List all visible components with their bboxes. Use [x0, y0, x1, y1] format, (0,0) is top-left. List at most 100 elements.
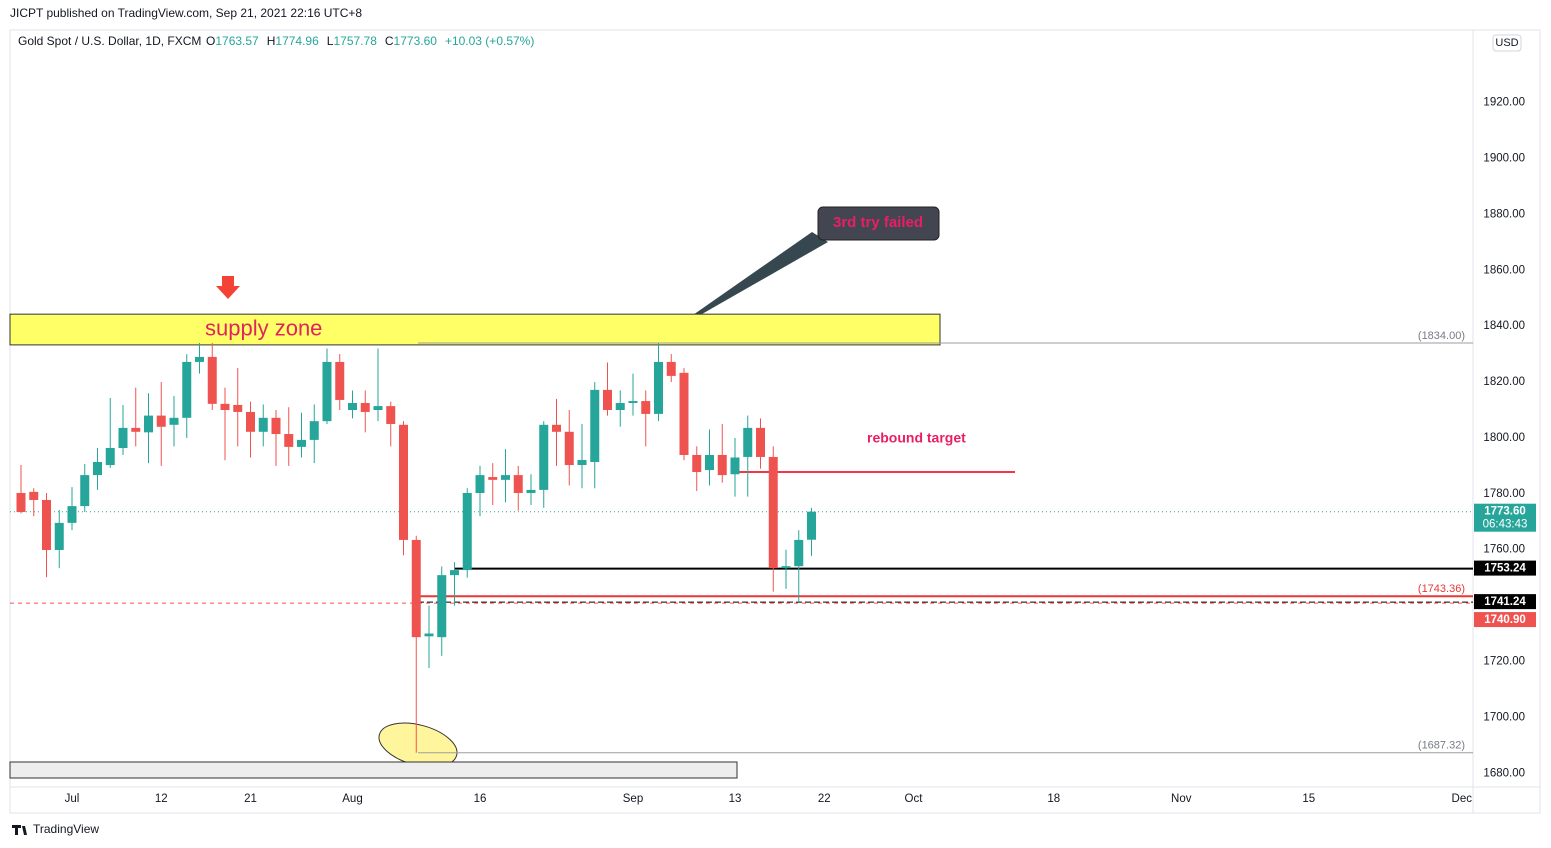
candle-body: [284, 434, 294, 447]
candle-body: [220, 403, 230, 410]
symbol: Gold Spot / U.S. Dollar, 1D, FXCM: [18, 34, 201, 48]
candle-body: [756, 427, 765, 457]
publisher: JICPT published on TradingView.com, Sep …: [10, 6, 362, 20]
rebound-text: rebound target: [867, 430, 966, 446]
candle-body: [156, 415, 166, 427]
y-tick-label: 1720.00: [1483, 656, 1525, 668]
candle-body: [590, 389, 600, 462]
candle-body: [552, 424, 561, 432]
candle-body: [29, 491, 39, 500]
y-tick-label: 1880.00: [1483, 208, 1525, 220]
x-tick-label: 13: [729, 793, 742, 805]
candle-body: [437, 575, 447, 638]
x-tick-label: 12: [155, 793, 168, 805]
x-tick-label: 18: [1047, 793, 1060, 805]
candle-body: [450, 570, 459, 576]
y-tick-label: 1680.00: [1483, 767, 1525, 779]
x-tick-label: Aug: [342, 793, 362, 805]
candle-body: [271, 417, 281, 435]
y-tick-label: 1860.00: [1483, 264, 1525, 276]
y-tick-label: 1780.00: [1483, 488, 1525, 500]
y-tick-label: 1820.00: [1483, 376, 1525, 388]
y-tick-label: 1700.00: [1483, 711, 1525, 723]
x-tick-label: 16: [474, 793, 487, 805]
y-tick-label: 1800.00: [1483, 432, 1525, 444]
price-label-box: [1474, 560, 1536, 576]
currency: USD: [1495, 37, 1518, 49]
ohlc: O1763.57 H1774.96 L1757.78 C1773.60 +10.03 (…: [206, 34, 534, 48]
candle-body: [513, 475, 523, 493]
candle-body: [411, 539, 421, 638]
ohlc-value: 1763.57: [215, 34, 259, 48]
candle-body: [67, 506, 77, 523]
candle-body: [246, 411, 255, 432]
candle-body: [577, 460, 587, 466]
y-tick-label: 1760.00: [1483, 544, 1525, 556]
candle-body: [539, 424, 549, 490]
price-label-box: [1474, 594, 1536, 610]
price-label: 1740.90: [1484, 614, 1526, 626]
candle-body: [462, 492, 472, 571]
candle-body: [16, 492, 26, 512]
candle-body: [781, 566, 791, 569]
price-line-label: (1743.36): [1418, 583, 1465, 595]
candle-body: [131, 427, 141, 432]
candle-body: [322, 361, 332, 422]
candle-body: [80, 475, 90, 507]
candle-body: [526, 489, 536, 493]
candle-body: [603, 389, 612, 410]
price-label: 1773.60: [1484, 506, 1526, 518]
price-line-label: (1834.00): [1418, 330, 1465, 342]
candle-body: [654, 361, 663, 414]
candle-body: [360, 403, 370, 412]
candle-body: [794, 539, 804, 567]
candle-body: [182, 361, 192, 418]
callout-pointer: [660, 232, 828, 338]
candle-body: [666, 361, 676, 376]
x-tick-label: 22: [818, 793, 831, 805]
candle-body: [717, 454, 727, 476]
callout-text: 3rd try failed: [833, 214, 923, 231]
candle-body: [144, 415, 153, 433]
x-tick-label: Dec: [1452, 793, 1473, 805]
ohlc-label: C: [385, 34, 394, 48]
brand: TradingView: [33, 822, 99, 836]
change: +10.03 (+0.57%): [445, 34, 534, 48]
candle-body: [399, 424, 408, 540]
candle-body: [641, 401, 651, 414]
candle-body: [679, 372, 689, 455]
price-line-label: (1687.32): [1418, 740, 1465, 752]
logo: [12, 825, 27, 835]
candle-body: [258, 417, 268, 432]
ohlc-value: 1773.60: [394, 34, 438, 48]
candle-body: [169, 417, 179, 425]
candle-body: [628, 401, 638, 404]
callout-box: [817, 206, 940, 241]
countdown: 06:43:43: [1483, 519, 1528, 531]
ohlc-value: 1757.78: [333, 34, 377, 48]
supply-zone: [9, 313, 941, 346]
x-tick-label: 21: [244, 793, 257, 805]
ohlc-label: O: [206, 34, 215, 48]
price-label-box: [1474, 503, 1536, 532]
ohlc-value: 1774.96: [275, 34, 319, 48]
candle-body: [297, 439, 306, 447]
x-tick-label: Jul: [65, 793, 80, 805]
candle-body: [42, 499, 51, 550]
supply-zone-text: supply zone: [205, 315, 322, 340]
x-tick-label: Sep: [623, 793, 643, 805]
candle-body: [105, 448, 115, 466]
candle-body: [335, 361, 345, 400]
candle-body: [807, 511, 816, 540]
candle-body: [386, 406, 396, 424]
candle-body: [118, 427, 128, 448]
candle-body: [309, 421, 319, 440]
ohlc-label: H: [267, 34, 276, 48]
ohlc-label: L: [327, 34, 334, 48]
y-tick-label: 1900.00: [1483, 153, 1525, 165]
candle-body: [424, 633, 434, 637]
candle-body: [768, 456, 778, 569]
range-box: [9, 761, 738, 779]
